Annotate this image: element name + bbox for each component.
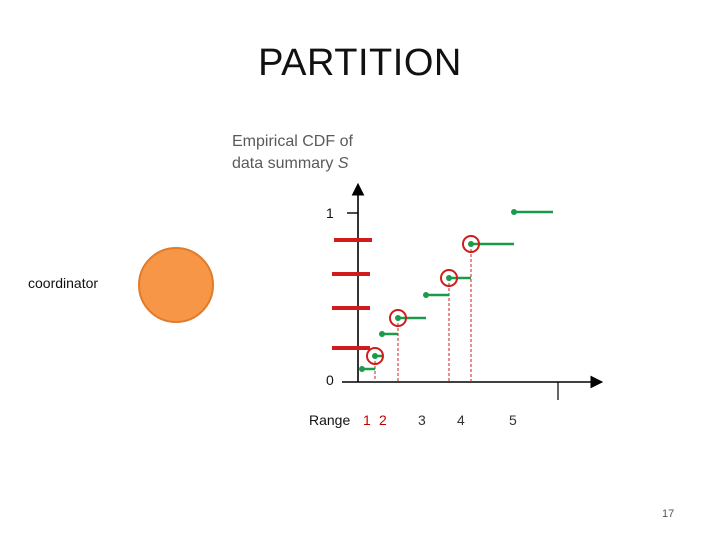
drop-lines <box>374 244 472 382</box>
y-tick-1: 1 <box>326 205 334 221</box>
cdf-point <box>511 209 517 215</box>
range-number-5: 5 <box>509 412 517 428</box>
quantile-highlight <box>389 309 407 327</box>
cdf-point <box>395 315 401 321</box>
cdf-label-line2: data summary S <box>232 153 392 175</box>
partition-markers <box>332 238 372 350</box>
quantile-highlight <box>462 235 480 253</box>
quantile-highlight <box>440 269 458 287</box>
cdf-point <box>379 331 385 337</box>
coordinator-circle <box>138 247 214 323</box>
y-tick-0: 0 <box>326 372 334 388</box>
cdf-label-variable: S <box>337 155 349 172</box>
cdf-label-line1: Empirical CDF of <box>232 133 353 150</box>
quantile-highlight <box>366 347 384 365</box>
cdf-label-text: data summary <box>232 155 338 172</box>
cdf-description: Empirical CDF of data summary S <box>232 131 392 175</box>
cdf-point <box>372 353 378 359</box>
slide-title: PARTITION <box>258 42 462 84</box>
range-number-1: 1 <box>363 412 371 428</box>
cdf-point <box>359 366 365 372</box>
range-number-4: 4 <box>457 412 465 428</box>
quantile-highlights <box>366 235 480 365</box>
cdf-point <box>468 241 474 247</box>
cdf-point <box>446 275 452 281</box>
range-number-2: 2 <box>379 412 387 428</box>
range-label: Range <box>309 412 351 428</box>
cdf-points <box>359 209 517 372</box>
cdf-point <box>423 292 429 298</box>
page-number: 17 <box>662 508 675 520</box>
cdf-steps <box>362 210 553 371</box>
range-number-3: 3 <box>418 412 426 428</box>
coordinator-label: coordinator <box>28 275 99 291</box>
